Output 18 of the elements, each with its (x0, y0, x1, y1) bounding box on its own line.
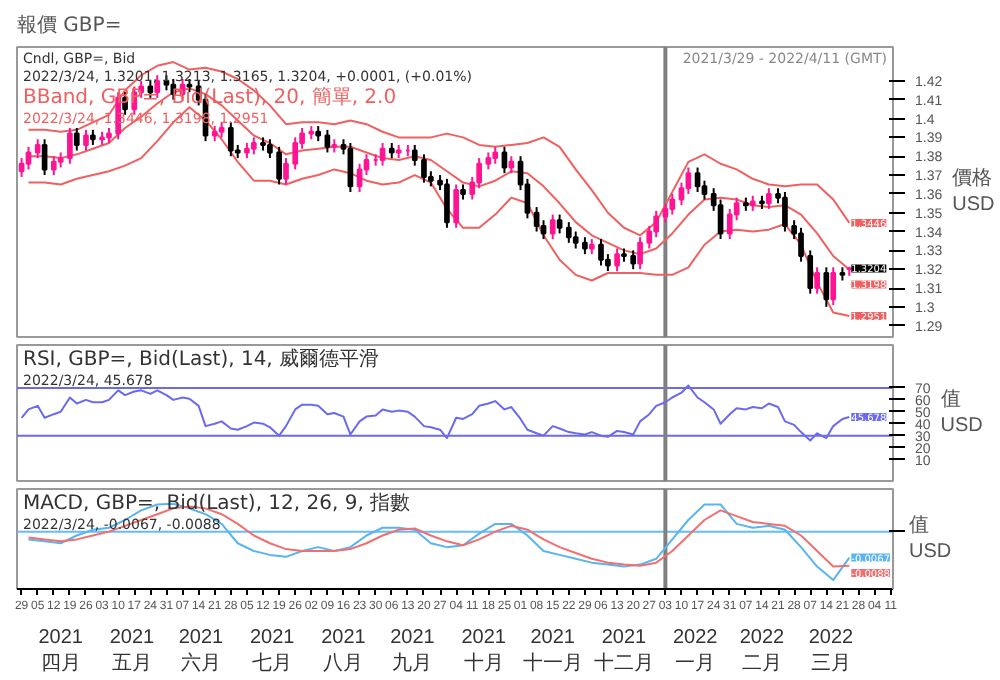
chart-title: 報價 GBP= (17, 13, 122, 37)
x2-tick-label: 2021 八月 (321, 627, 367, 676)
x2-tick-label: 2021 十二月 (593, 627, 654, 676)
x2-tick-label: 2022 三月 (808, 627, 855, 676)
y-axis-title: 值 USD (909, 514, 952, 564)
x2-tick-label: 2021 七月 (249, 627, 296, 676)
annotation: RSI, GBP=, Bid(Last), 14, 威爾德平滑 (23, 347, 380, 371)
y-axis-title: 價格 USD (952, 165, 995, 217)
x2-tick-label: 2021 五月 (109, 627, 156, 676)
x2-tick-label: 2021 十月 (461, 627, 507, 676)
x2-tick-label: 2022 一月 (673, 627, 719, 676)
x2-tick-label: 2021 九月 (390, 627, 436, 676)
x2-tick-label: 2021 十一月 (522, 627, 583, 676)
x2-tick-label: 2022 二月 (739, 627, 786, 676)
y-axis-title: 值 USD (940, 388, 983, 438)
x2-tick-label: 2021 四月 (38, 627, 84, 676)
x2-tick-label: 2021 六月 (178, 627, 225, 676)
annotation: MACD, GBP=, Bid(Last), 12, 26, 9, 指數 (23, 491, 411, 515)
